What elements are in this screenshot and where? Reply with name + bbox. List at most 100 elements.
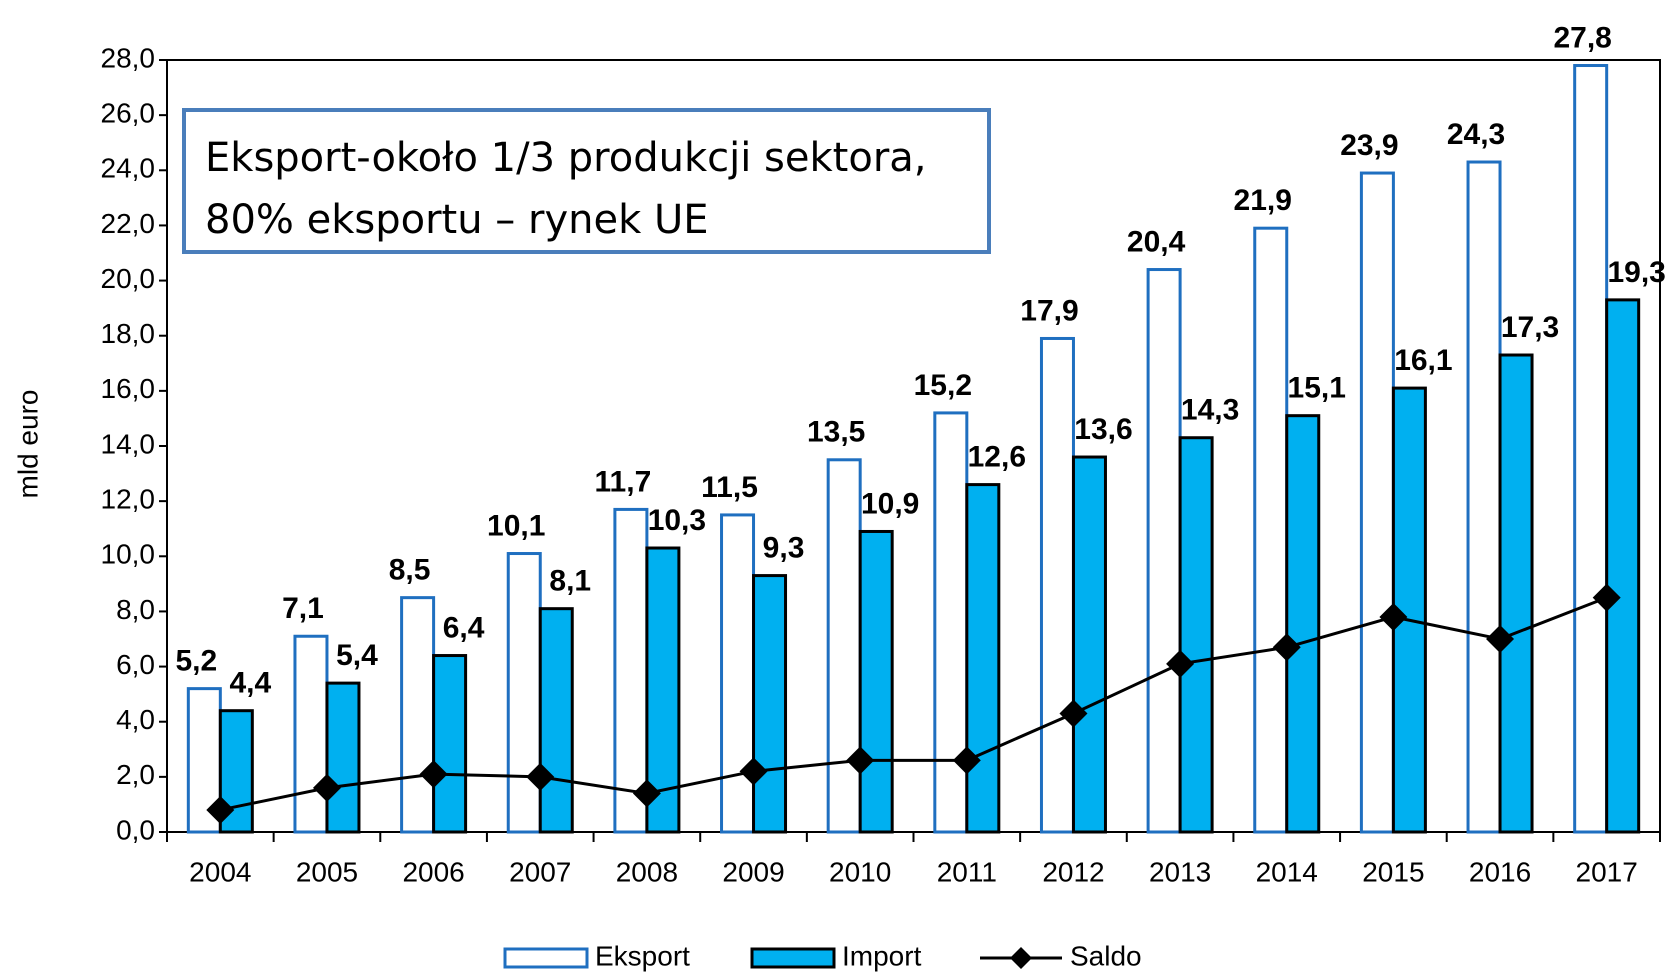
bar [826, 458, 862, 834]
bar [645, 546, 681, 834]
bar [752, 574, 788, 834]
bar [1039, 336, 1075, 834]
bar [1498, 353, 1534, 834]
value-label: 10,9 [861, 487, 919, 520]
y-tick-label: 6,0 [116, 649, 155, 680]
value-label: 10,1 [487, 509, 545, 542]
y-tick-label: 24,0 [101, 153, 156, 184]
y-axis-label: mld euro [12, 390, 43, 499]
y-tick-label: 0,0 [116, 814, 155, 845]
value-label: 7,1 [282, 592, 324, 625]
value-label: 24,3 [1447, 118, 1505, 151]
value-label: 6,4 [443, 611, 485, 644]
value-label: 10,3 [648, 504, 706, 537]
annotation-box [182, 108, 991, 254]
value-label: 19,3 [1607, 256, 1665, 289]
bar [1253, 226, 1289, 834]
legend-swatch [503, 947, 589, 969]
value-label: 16,1 [1394, 344, 1452, 377]
annotation: Eksport-około 1/3 produkcji sektora, [205, 135, 926, 181]
x-tick-label: 2017 [1576, 856, 1638, 887]
marker [1379, 602, 1408, 631]
value-label: 4,4 [229, 667, 271, 700]
legend-marker [1010, 947, 1032, 969]
x-tick-label: 2011 [937, 856, 997, 887]
value-label: 13,5 [807, 416, 865, 449]
bar [1605, 298, 1641, 834]
marker [1486, 625, 1515, 653]
x-tick-label: 2014 [1256, 856, 1318, 887]
legend-label: Saldo [1070, 940, 1142, 971]
marker [1272, 633, 1301, 662]
y-tick-label: 16,0 [101, 373, 156, 404]
annotation: 80% eksportu – rynek UE [205, 197, 709, 243]
bar [325, 681, 361, 834]
y-tick-label: 20,0 [101, 263, 156, 294]
x-tick-label: 2016 [1469, 856, 1531, 887]
legend-label: Eksport [595, 940, 690, 971]
bar [613, 507, 649, 834]
bar [293, 634, 329, 834]
bar [1285, 414, 1321, 834]
bar [965, 483, 1001, 834]
x-tick-label: 2010 [829, 856, 891, 887]
value-label: 21,9 [1234, 184, 1292, 217]
bar [1359, 171, 1395, 834]
y-tick-label: 10,0 [101, 539, 156, 570]
bar [432, 654, 468, 834]
value-label: 9,3 [763, 532, 805, 565]
value-label: 27,8 [1553, 21, 1611, 54]
marker [312, 773, 341, 802]
x-tick-label: 2004 [189, 856, 251, 887]
x-tick-label: 2012 [1042, 856, 1104, 887]
value-label: 15,2 [914, 369, 972, 402]
y-tick-label: 22,0 [101, 208, 156, 239]
value-label: 5,4 [336, 639, 378, 672]
y-tick-label: 4,0 [116, 704, 155, 735]
marker [1166, 649, 1195, 678]
marker [1059, 699, 1088, 728]
legend-label: Import [842, 940, 922, 971]
x-tick-label: 2006 [402, 856, 464, 887]
marker [206, 795, 235, 824]
marker [632, 779, 661, 808]
y-tick-label: 2,0 [116, 759, 155, 790]
y-tick-label: 12,0 [101, 484, 156, 515]
value-label: 17,3 [1501, 311, 1559, 344]
x-tick-label: 2013 [1149, 856, 1211, 887]
value-label: 14,3 [1181, 394, 1239, 427]
y-tick-label: 14,0 [101, 428, 156, 459]
value-label: 11,5 [701, 471, 758, 504]
value-label: 15,1 [1288, 372, 1346, 405]
marker [419, 760, 448, 789]
y-tick-label: 8,0 [116, 594, 155, 625]
value-label: 20,4 [1127, 225, 1186, 258]
x-tick-label: 2007 [509, 856, 571, 887]
bar [1146, 268, 1182, 834]
y-tick-label: 26,0 [101, 98, 156, 129]
bar [1071, 455, 1107, 834]
x-tick-label: 2008 [616, 856, 678, 887]
x-tick-label: 2009 [722, 856, 784, 887]
x-tick-label: 2005 [296, 856, 358, 887]
bar [1178, 436, 1214, 834]
value-label: 11,7 [595, 465, 652, 498]
bar [1573, 64, 1609, 834]
value-label: 8,5 [389, 554, 431, 587]
value-label: 13,6 [1074, 413, 1132, 446]
marker [952, 746, 981, 775]
bar [1466, 160, 1502, 834]
marker [1592, 583, 1621, 612]
y-tick-label: 28,0 [101, 42, 156, 73]
bar [720, 513, 756, 834]
marker [846, 746, 875, 775]
value-label: 8,1 [549, 565, 591, 598]
bar [538, 607, 574, 834]
value-label: 5,2 [175, 645, 217, 678]
value-label: 17,9 [1020, 294, 1078, 327]
x-tick-label: 2015 [1362, 856, 1424, 887]
value-label: 23,9 [1340, 129, 1398, 162]
legend-swatch [750, 947, 836, 969]
y-tick-label: 18,0 [101, 318, 156, 349]
